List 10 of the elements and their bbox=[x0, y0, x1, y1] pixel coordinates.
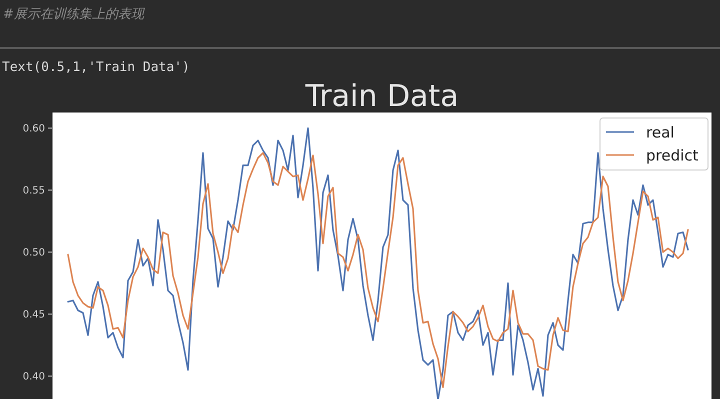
y-tick-label: 0.55 bbox=[22, 186, 45, 197]
y-tick-label: 0.60 bbox=[22, 124, 45, 135]
text: #展示在训练集上的表现 bbox=[3, 7, 145, 22]
text: Text(0.5,1,'Train Data') bbox=[2, 60, 190, 75]
y-tick-label: 0.45 bbox=[22, 310, 45, 321]
y-tick-label: 0.40 bbox=[22, 372, 45, 383]
legend-label: predict bbox=[646, 146, 699, 164]
y-tick-label: 0.50 bbox=[22, 248, 45, 259]
legend-label: real bbox=[646, 123, 674, 142]
chart-title: Train Data bbox=[304, 79, 459, 114]
